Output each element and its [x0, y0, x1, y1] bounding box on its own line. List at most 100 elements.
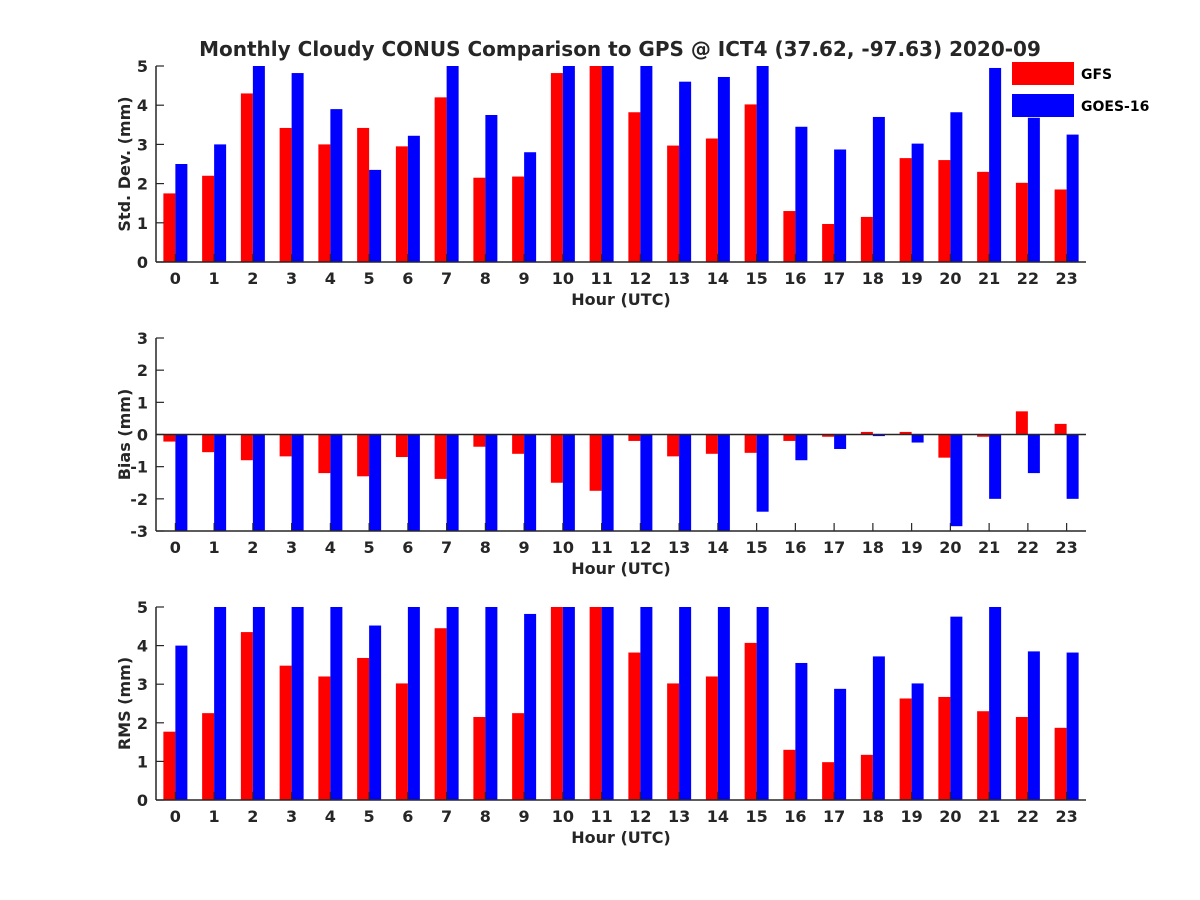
bar-goes16-hour-13: [679, 81, 692, 263]
bar-gfs-hour-0: [163, 434, 176, 442]
bar-goes16-hour-9: [524, 434, 537, 531]
x-tick-label: 8: [480, 269, 491, 288]
bar-goes16-hour-21: [989, 67, 1002, 263]
x-tick-label: 20: [939, 538, 961, 557]
bar-gfs-hour-8: [473, 717, 486, 800]
x-tick-label: 0: [170, 269, 181, 288]
legend-label-goes16: GOES-16: [1081, 99, 1149, 115]
x-tick-label: 3: [286, 269, 297, 288]
bar-goes16-hour-23: [1066, 434, 1079, 499]
bar-goes16-hour-11: [601, 434, 614, 531]
bar-gfs-hour-18: [860, 754, 873, 800]
legend-label-gfs: GFS: [1081, 67, 1112, 83]
bar-goes16-hour-7: [446, 66, 459, 262]
bar-gfs-hour-12: [628, 112, 641, 262]
x-tick-label: 12: [629, 269, 651, 288]
bar-goes16-hour-21: [989, 434, 1002, 499]
bar-goes16-hour-18: [872, 434, 885, 437]
bar-gfs-hour-17: [822, 762, 835, 800]
bar-gfs-hour-21: [977, 434, 990, 437]
bar-goes16-hour-0: [175, 434, 188, 531]
y-tick-label: 2: [137, 175, 148, 194]
bar-gfs-hour-23: [1054, 189, 1067, 262]
bar-gfs-hour-11: [589, 607, 602, 800]
bar-goes16-hour-9: [524, 613, 537, 800]
bar-goes16-hour-1: [214, 434, 227, 531]
y-tick-label: 2: [137, 714, 148, 733]
bar-goes16-hour-10: [562, 66, 575, 262]
x-tick-label: 9: [519, 269, 530, 288]
y-tick-label: -3: [130, 522, 148, 541]
bar-goes16-hour-7: [446, 434, 459, 531]
y-axis-label: Bias (mm): [115, 389, 134, 481]
bar-goes16-hour-3: [291, 434, 304, 531]
y-tick-label: 0: [137, 253, 148, 272]
x-tick-label: 15: [745, 807, 767, 826]
y-axis-label: RMS (mm): [115, 657, 134, 750]
x-tick-label: 20: [939, 807, 961, 826]
x-tick-label: 13: [668, 807, 690, 826]
bar-goes16-hour-5: [369, 625, 382, 800]
chart-title: Monthly Cloudy CONUS Comparison to GPS @…: [199, 37, 1041, 61]
x-axis-label: Hour (UTC): [571, 828, 671, 847]
x-tick-label: 23: [1055, 538, 1077, 557]
x-tick-label: 21: [978, 269, 1000, 288]
bar-gfs-hour-9: [512, 176, 525, 262]
x-tick-label: 3: [286, 538, 297, 557]
x-tick-label: 9: [519, 807, 530, 826]
bar-goes16-hour-5: [369, 434, 382, 531]
x-tick-label: 6: [402, 538, 413, 557]
bar-gfs-hour-18: [860, 216, 873, 262]
x-tick-label: 16: [784, 807, 806, 826]
bar-gfs-hour-3: [279, 434, 292, 457]
bar-goes16-hour-19: [911, 683, 924, 800]
bar-gfs-hour-9: [512, 434, 525, 454]
x-tick-label: 9: [519, 538, 530, 557]
y-tick-label: -1: [130, 458, 148, 477]
x-tick-label: 11: [590, 269, 612, 288]
x-tick-label: 17: [823, 269, 845, 288]
x-tick-label: 3: [286, 807, 297, 826]
bar-goes16-hour-2: [252, 607, 265, 800]
x-tick-label: 19: [900, 538, 922, 557]
bar-gfs-hour-1: [202, 713, 215, 800]
x-tick-label: 22: [1017, 538, 1039, 557]
bar-gfs-hour-1: [202, 175, 215, 262]
bar-goes16-hour-17: [834, 149, 847, 262]
bar-goes16-hour-16: [795, 662, 808, 800]
bar-goes16-hour-19: [911, 143, 924, 262]
x-axis-label: Hour (UTC): [571, 290, 671, 309]
bar-gfs-hour-5: [357, 434, 370, 477]
bar-goes16-hour-16: [795, 126, 808, 262]
bar-gfs-hour-21: [977, 171, 990, 262]
bar-gfs-hour-12: [628, 652, 641, 800]
bar-gfs-hour-20: [938, 434, 951, 458]
bar-goes16-hour-23: [1066, 652, 1079, 800]
bar-goes16-hour-8: [485, 115, 498, 262]
bar-goes16-hour-3: [291, 73, 304, 262]
bar-gfs-hour-23: [1054, 727, 1067, 800]
x-tick-label: 5: [364, 269, 375, 288]
bar-gfs-hour-10: [550, 607, 563, 800]
x-tick-label: 15: [745, 269, 767, 288]
x-tick-label: 18: [862, 538, 884, 557]
x-tick-label: 1: [209, 269, 220, 288]
bar-gfs-hour-15: [744, 104, 757, 262]
x-tick-label: 5: [364, 807, 375, 826]
bar-goes16-hour-10: [562, 607, 575, 800]
y-tick-label: 1: [137, 752, 148, 771]
x-tick-label: 2: [247, 269, 258, 288]
bar-goes16-hour-22: [1027, 651, 1040, 800]
bar-gfs-hour-11: [589, 434, 602, 491]
x-tick-label: 0: [170, 807, 181, 826]
bar-gfs-hour-14: [705, 138, 718, 262]
bar-goes16-hour-20: [950, 616, 963, 800]
y-tick-label: 3: [137, 329, 148, 348]
bar-goes16-hour-21: [989, 607, 1002, 800]
y-tick-label: 1: [137, 214, 148, 233]
bar-gfs-hour-17: [822, 434, 835, 437]
x-tick-label: 7: [441, 269, 452, 288]
bar-gfs-hour-15: [744, 434, 757, 453]
bar-gfs-hour-2: [240, 632, 253, 800]
x-tick-label: 15: [745, 538, 767, 557]
